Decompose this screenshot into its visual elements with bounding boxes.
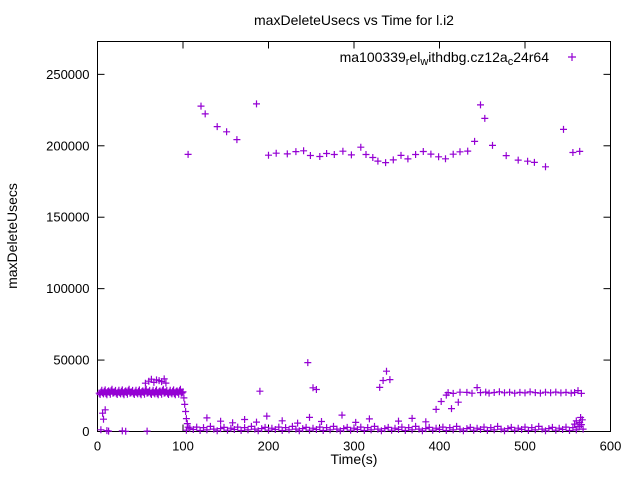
x-tick-label: 200 xyxy=(258,439,280,454)
y-tick-label: 150000 xyxy=(46,210,89,225)
chart-title: maxDeleteUsecs vs Time for l.i2 xyxy=(254,12,454,28)
scatter-series xyxy=(95,100,587,435)
x-tick-label: 600 xyxy=(600,439,622,454)
plot-axes: 0 100 200 300 400 500 600 0 50000 100000 150000 200… xyxy=(46,41,622,454)
x-tick-label: 300 xyxy=(343,439,365,454)
y-axis-label: maxDeleteUsecs xyxy=(4,183,20,289)
y-tick-label: 200000 xyxy=(46,138,89,153)
x-tick-label: 400 xyxy=(429,439,451,454)
x-tick-label: 100 xyxy=(172,439,194,454)
y-tick-label: 250000 xyxy=(46,67,89,82)
x-tick-label: 500 xyxy=(514,439,536,454)
x-tick-label: 0 xyxy=(94,439,101,454)
legend-marker-icon xyxy=(568,53,576,61)
y-tick-label: 50000 xyxy=(53,353,89,368)
legend: ma100339relwithdbg.cz12ac24r64 xyxy=(340,49,576,68)
legend-label: ma100339relwithdbg.cz12ac24r64 xyxy=(340,49,550,68)
x-axis-label: Time(s) xyxy=(331,451,378,467)
data-points xyxy=(95,100,587,435)
y-tick-label: 100000 xyxy=(46,281,89,296)
y-tick-label: 0 xyxy=(82,424,89,439)
